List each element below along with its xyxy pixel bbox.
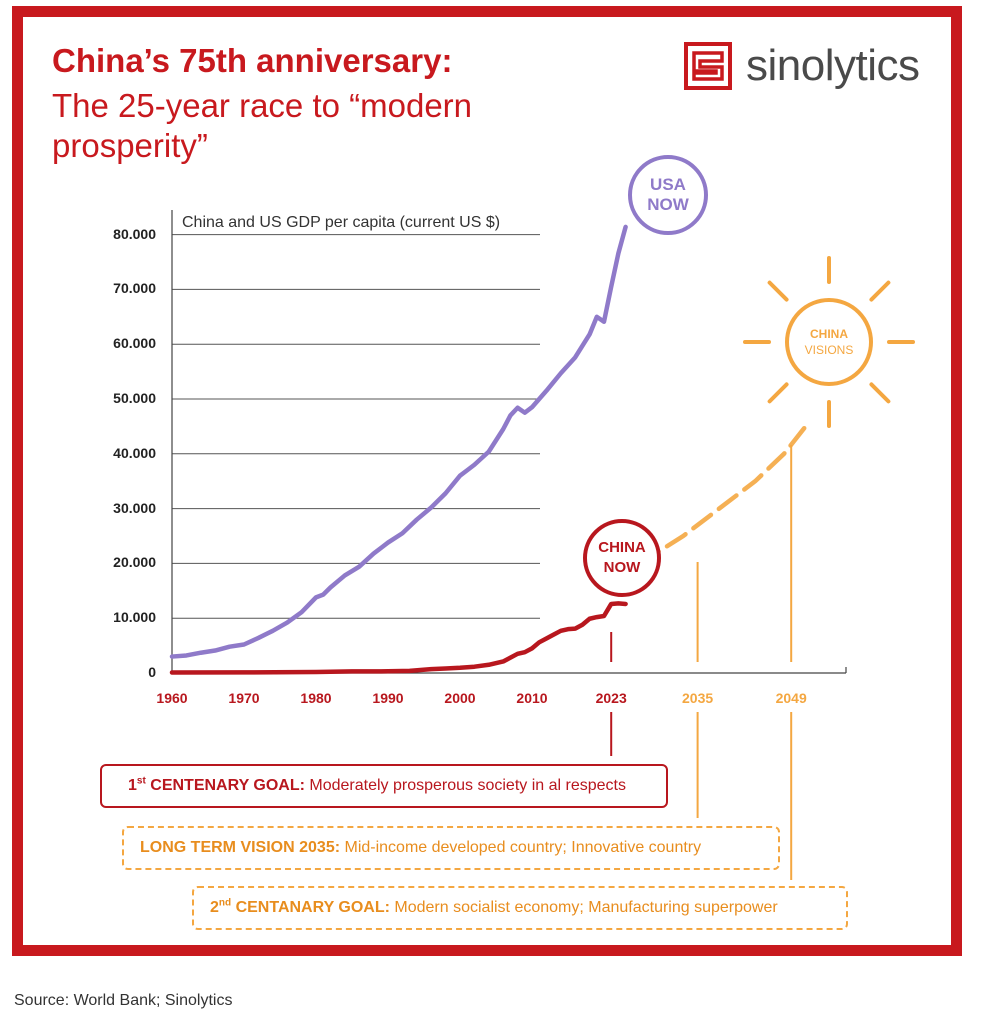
chart-title: China’s 75th anniversary:: [52, 42, 453, 79]
x-tick-label: 2000: [444, 690, 476, 706]
usa-now-label: USA NOW: [628, 175, 708, 215]
china-now-circle: [583, 519, 661, 597]
sun-ray-7: [869, 280, 891, 302]
sun-ray-5: [767, 280, 789, 302]
x-tick-label: 2023: [595, 690, 627, 706]
y-tick-label: 50.000: [113, 390, 156, 406]
x-tick-label: 2049: [775, 690, 807, 706]
china-now-line2: NOW: [603, 559, 641, 576]
y-tick-label: 80.000: [113, 225, 156, 242]
chart-frame: [12, 6, 962, 956]
goal-first-centenary: 1st CENTENARY GOAL: Moderately prosperou…: [100, 764, 668, 808]
sun-ray-1: [869, 382, 891, 404]
chart-subtitle: The 25-year race to “modern prosperity”: [52, 87, 473, 164]
goal-1-label: CENTENARY GOAL:: [150, 777, 305, 794]
x-tick-label: 1960: [156, 690, 188, 706]
y-tick-label: 70.000: [113, 280, 156, 297]
chart-axis-title: China and US GDP per capita (current US …: [182, 214, 501, 231]
x-tick-label: 1990: [372, 690, 404, 706]
goal-3-number: 2: [210, 899, 219, 916]
x-tick-label: 2035: [682, 690, 714, 706]
goal-1-number: 1: [128, 777, 137, 794]
x-tick-label: 2010: [516, 690, 548, 706]
china-projection-line: [637, 424, 808, 566]
usa-gdp-line: [169, 224, 628, 659]
goal-3-sup: nd: [218, 897, 232, 909]
y-tick-label: 0: [148, 664, 156, 680]
china-visions-circle: [785, 298, 873, 386]
y-tick-label: 20.000: [113, 554, 156, 571]
china-visions-line2: VISIONS: [804, 343, 854, 357]
china-visions-line1: CHINA: [810, 327, 848, 341]
x-tick-label: 1970: [228, 690, 260, 706]
usa-now-circle: [628, 155, 708, 235]
goal-2-label: LONG TERM VISION 2035:: [140, 839, 341, 856]
goal-second-centenary: 2nd CENTANARY GOAL: Modern socialist eco…: [192, 886, 848, 930]
usa-now-line2: NOW: [647, 195, 689, 214]
brand-name: sinolytics: [746, 41, 920, 90]
china-visions-label: CHINA VISIONS: [789, 326, 869, 358]
china-gdp-line: [169, 601, 628, 675]
source-note: Source: World Bank; Sinolytics: [14, 992, 233, 1009]
x-tick-label: 1980: [300, 690, 332, 706]
goal-2-text: Mid-income developed country; Innovative…: [340, 839, 702, 856]
sun-ray-3: [767, 382, 789, 404]
goal-3-text: Modern socialist economy; Manufacturing …: [389, 899, 778, 916]
y-tick-label: 40.000: [113, 444, 156, 461]
y-tick-label: 30.000: [113, 499, 156, 516]
goal-1-text: Moderately prosperous society in al resp…: [304, 777, 626, 794]
goal-1-sup: st: [136, 775, 146, 787]
china-now-label: CHINA NOW: [582, 538, 662, 578]
goal-vision-2035: LONG TERM VISION 2035: Mid-income develo…: [122, 826, 780, 870]
china-now-line1: CHINA: [598, 539, 646, 556]
brand: sinolytics: [684, 42, 920, 90]
goal-3-label: CENTANARY GOAL:: [235, 899, 390, 916]
y-tick-label: 60.000: [113, 335, 156, 352]
sinolytics-logo-icon: [684, 42, 732, 90]
y-tick-label: 10.000: [113, 609, 156, 626]
usa-now-line1: USA: [650, 175, 686, 194]
